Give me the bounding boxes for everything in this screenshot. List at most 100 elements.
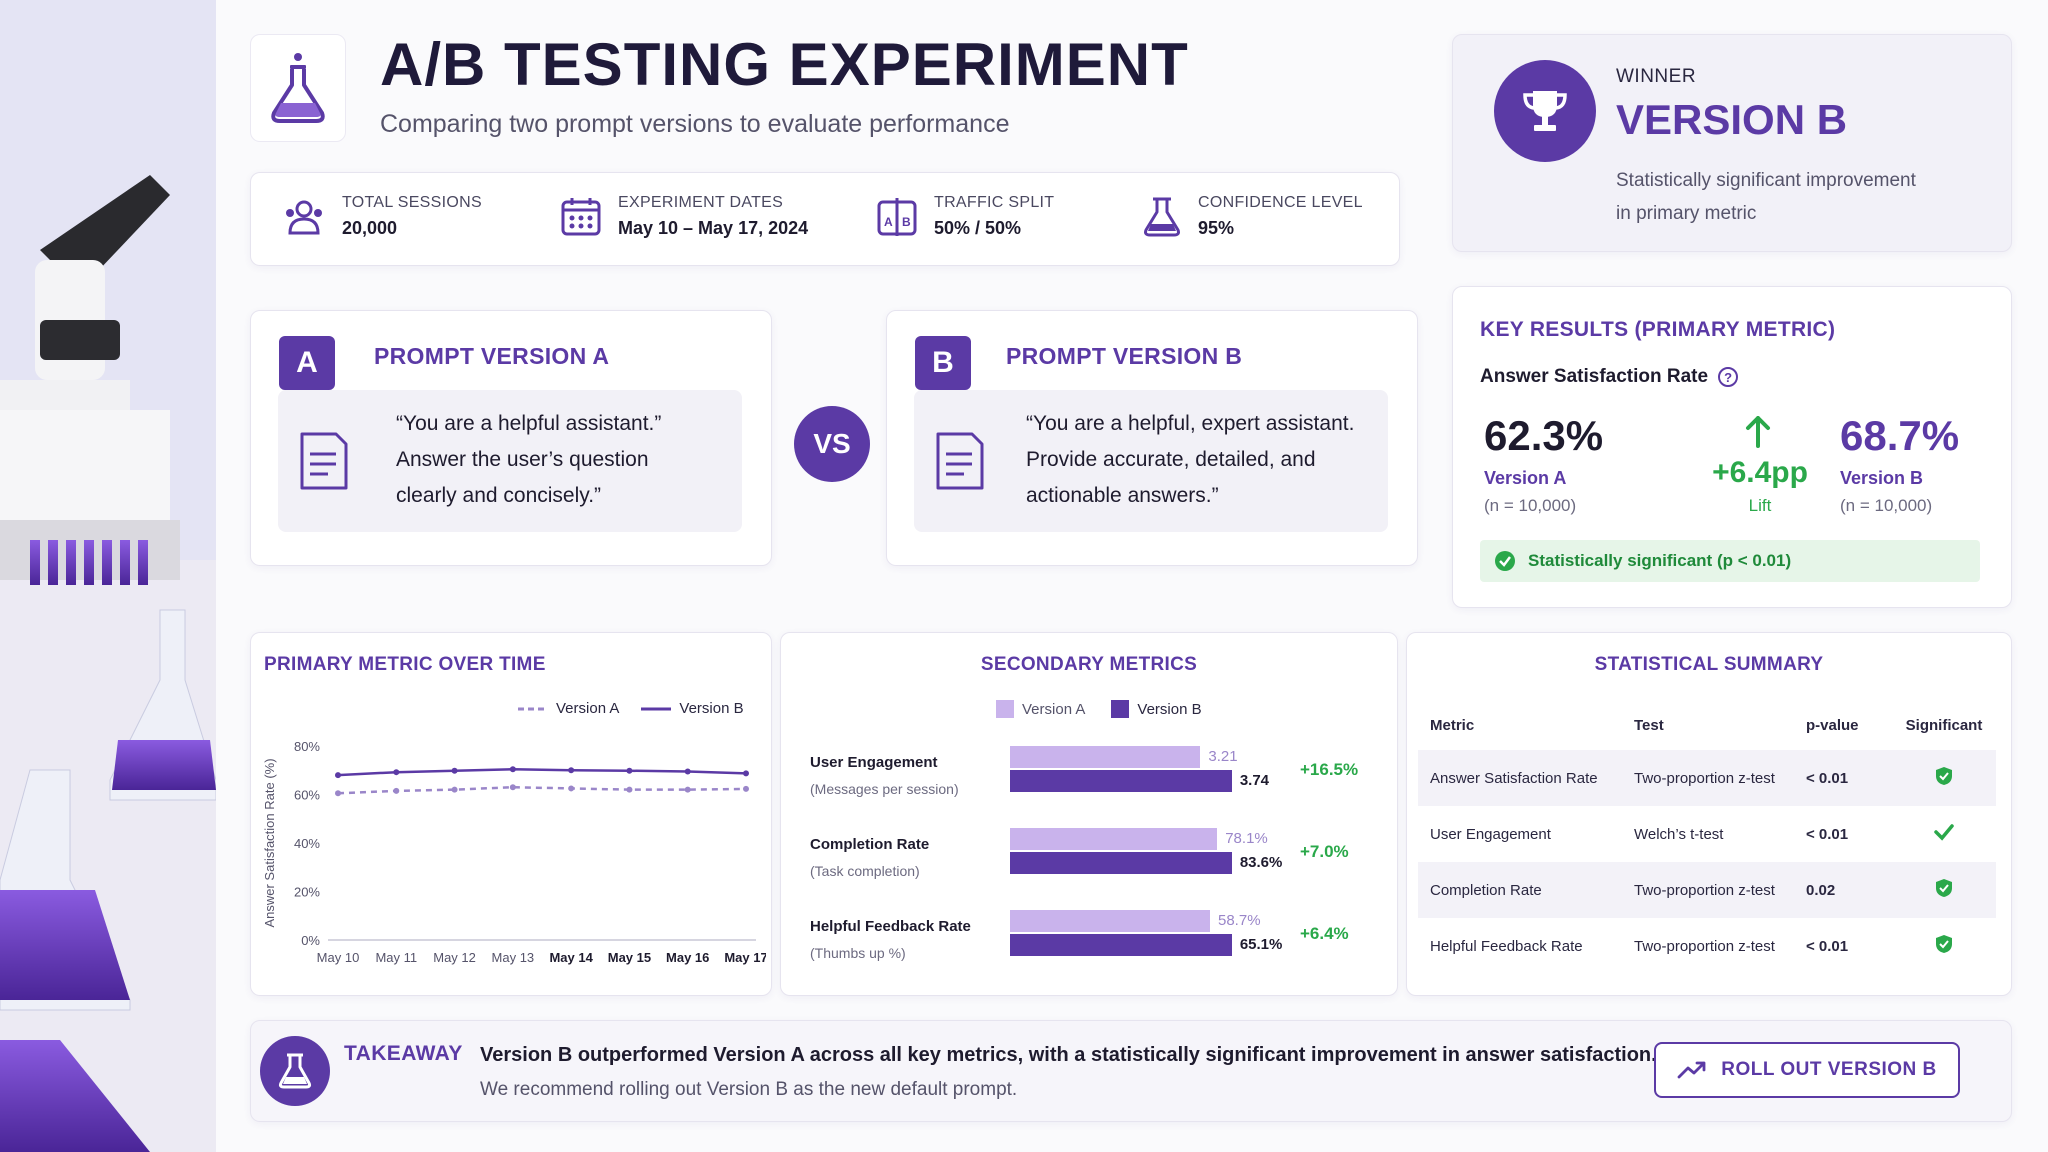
trend-up-icon <box>1677 1061 1706 1079</box>
users-icon <box>286 200 322 234</box>
arrow-up-icon <box>1746 416 1770 448</box>
legend-b: Version B <box>679 700 744 717</box>
metric-lift: +16.5% <box>1300 760 1359 779</box>
bar-value-label: 3.74 <box>1239 772 1270 789</box>
document-icon <box>300 432 348 490</box>
legend-a: Version A <box>1022 700 1086 718</box>
winner-label: WINNER <box>1616 66 1697 87</box>
prompt-line: actionable answers.” <box>1026 484 1219 507</box>
winner-badge <box>1494 60 1596 162</box>
legend-a-swatch <box>996 700 1014 718</box>
lift-value: +6.4pp <box>1712 456 1808 489</box>
cell-pvalue: 0.02 <box>1806 862 1892 918</box>
secondary-metrics-title: SECONDARY METRICS <box>980 654 1198 675</box>
cell-pvalue: < 0.01 <box>1806 937 1849 955</box>
check-shield-icon <box>1892 750 1996 806</box>
secondary-legend: Version A Version B <box>996 700 1202 718</box>
stat-label: TRAFFIC SPLIT <box>934 194 1055 211</box>
bar-version-a <box>1010 746 1201 768</box>
vs-badge: VS <box>794 406 870 482</box>
metric-subtitle: (Messages per session) <box>810 781 959 797</box>
y-tick-label: 0% <box>301 933 320 948</box>
stat-label: EXPERIMENT DATES <box>618 194 784 211</box>
data-point <box>626 786 633 793</box>
y-tick-label: 60% <box>294 788 320 803</box>
y-tick-label: 20% <box>294 885 320 900</box>
calendar-icon <box>561 197 601 235</box>
bar-value-label: 3.21 <box>1208 748 1238 765</box>
svg-text:B: B <box>902 215 911 229</box>
col-header-significant: Significant <box>1905 716 1983 734</box>
prompt-b-body <box>914 390 1388 532</box>
lab-illustration <box>0 0 216 1152</box>
stat-label: CONFIDENCE LEVEL <box>1198 194 1363 211</box>
flask-icon <box>278 1053 312 1089</box>
stat-value: 50% / 50% <box>934 218 1022 238</box>
prompt-line: Answer the user’s question <box>396 448 649 471</box>
checkmark-icon <box>1892 806 1996 862</box>
winner-description: Statistically significant improvement in… <box>1616 164 1916 230</box>
x-tick-label: May 11 <box>375 950 417 965</box>
data-point <box>509 766 516 773</box>
bar-value-label: 58.7% <box>1218 912 1261 929</box>
check-shield-icon <box>1892 918 1996 974</box>
cell-test: Two-proportion z-test <box>1634 862 1806 918</box>
version-b-label: Version B <box>1840 468 1924 488</box>
data-point <box>684 786 691 793</box>
roll-out-button[interactable]: ROLL OUT VERSION B <box>1654 1042 1960 1098</box>
split-icon: A B <box>877 197 917 236</box>
check-shield-icon <box>1892 862 1996 918</box>
prompt-line: Provide accurate, detailed, and <box>1026 448 1316 471</box>
stat-label: TOTAL SESSIONS <box>342 194 482 211</box>
cell-test: Two-proportion z-test <box>1634 750 1806 806</box>
data-point <box>451 767 458 774</box>
lift-label: Lift <box>1748 496 1772 515</box>
check-circle-icon <box>1495 551 1515 571</box>
statistical-summary-title: STATISTICAL SUMMARY <box>1594 654 1824 675</box>
prompt-line: “You are a helpful, expert assistant. <box>1026 412 1355 435</box>
roll-out-button-label: ROLL OUT VERSION B <box>1721 1059 1937 1080</box>
data-point <box>568 767 575 774</box>
metric-lift: +7.0% <box>1300 842 1349 861</box>
version-a-value: 62.3% <box>1484 412 1604 459</box>
legend-b-swatch <box>1111 700 1130 718</box>
metric-row: User Engagement (Messages per session) 3.2… <box>810 740 1380 822</box>
dashboard: A/B TESTING EXPERIMENT Comparing two pro… <box>216 0 2048 1152</box>
cell-test: Welch’s t-test <box>1634 825 1724 843</box>
time-series-chart: 0% 20% 40% 60% 80% May 10 May 11 May 12 May 13 Ma… <box>262 739 766 965</box>
help-icon[interactable]: ? <box>1718 367 1739 387</box>
bar-version-b <box>1010 770 1232 792</box>
bar-version-a <box>1010 910 1210 932</box>
stat-traffic-split: A B TRAFFIC SPLIT 50% / 50% <box>876 194 1054 239</box>
y-tick-label: 40% <box>294 836 320 851</box>
prompt-a-title: PROMPT VERSION A <box>374 343 610 369</box>
svg-text:A: A <box>884 215 893 229</box>
data-point <box>451 786 458 793</box>
legend-line-icon <box>641 707 672 710</box>
metric-name: Helpful Feedback Rate <box>810 918 971 935</box>
key-results-title: KEY RESULTS (PRIMARY METRIC) <box>1480 318 1836 341</box>
prompt-b-text: “You are a helpful, expert assistant. Pr… <box>1026 406 1354 514</box>
prompt-line: clearly and concisely.” <box>396 484 602 507</box>
cell-metric: Answer Satisfaction Rate <box>1418 750 1634 806</box>
table-row: Answer Satisfaction Rate Two-proportion … <box>1418 750 1996 806</box>
prompt-b-badge: B <box>915 336 971 390</box>
metric-lift: +6.4% <box>1300 924 1349 943</box>
metric-subtitle: (Task completion) <box>810 863 920 879</box>
prompt-a-body <box>278 390 742 532</box>
page-subtitle: Comparing two prompt versions to evaluat… <box>380 110 1010 138</box>
takeaway-main: Version B outperformed Version A across … <box>480 1044 1657 1066</box>
metric-subtitle: (Thumbs up %) <box>810 945 906 961</box>
logo <box>250 34 346 142</box>
data-point <box>509 784 516 791</box>
key-results-metric: Answer Satisfaction Rate ? <box>1480 366 1739 388</box>
metric-name: User Engagement <box>810 754 938 771</box>
data-point <box>335 790 341 797</box>
table-row: Helpful Feedback Rate Two-proportion z-t… <box>1418 918 1996 974</box>
x-tick-label: May 10 <box>317 950 360 965</box>
prompt-b-title: PROMPT VERSION B <box>1006 343 1243 369</box>
data-point <box>393 769 400 776</box>
version-b-n: (n = 10,000) <box>1840 496 1933 515</box>
takeaway-badge <box>260 1036 330 1106</box>
x-tick-label: May 12 <box>433 950 476 965</box>
